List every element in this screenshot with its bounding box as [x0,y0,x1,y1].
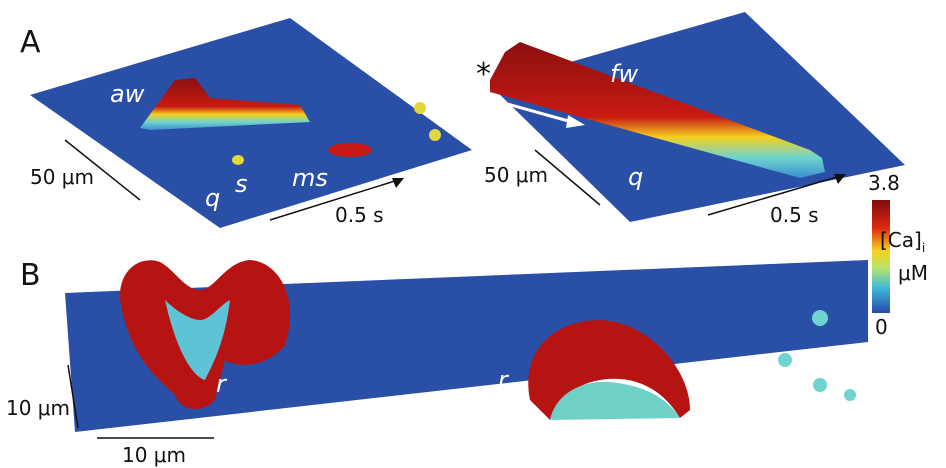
spark [778,353,792,367]
spark [414,102,426,114]
spark [429,129,441,141]
colorbar [872,200,890,313]
annotation: fw [610,60,638,88]
colorbar-max: 3.8 [868,171,900,195]
annotation: q [628,163,643,191]
figure: A aw s q ms 50 μm 0.5 s * fw q 50 μm 0.5… [0,0,946,468]
scale-label: 10 μm [6,396,70,420]
spark [328,143,372,157]
panel-label: A [20,25,41,60]
arrow-head [392,178,404,188]
panel-label: B [20,258,41,293]
spark [844,389,856,401]
spark [232,155,244,165]
annotation: aw [110,80,145,108]
marker: * [476,57,491,92]
annotation: ms [292,164,328,192]
colorbar-label: [Ca]i [880,228,925,255]
spark [812,310,828,326]
spark [813,378,827,392]
annotation: s [235,170,248,198]
scale-label: 50 μm [484,163,548,187]
colorbar-min: 0 [875,315,888,339]
scale-label: 50 μm [30,165,94,189]
annotation: q [205,184,220,212]
scale-label: 0.5 s [335,203,384,227]
scale-label: 0.5 s [770,203,819,227]
label-sub: i [922,241,925,255]
scale-label: 10 μm [122,443,186,467]
colorbar-unit: μM [898,261,928,285]
label: [Ca] [880,228,922,252]
